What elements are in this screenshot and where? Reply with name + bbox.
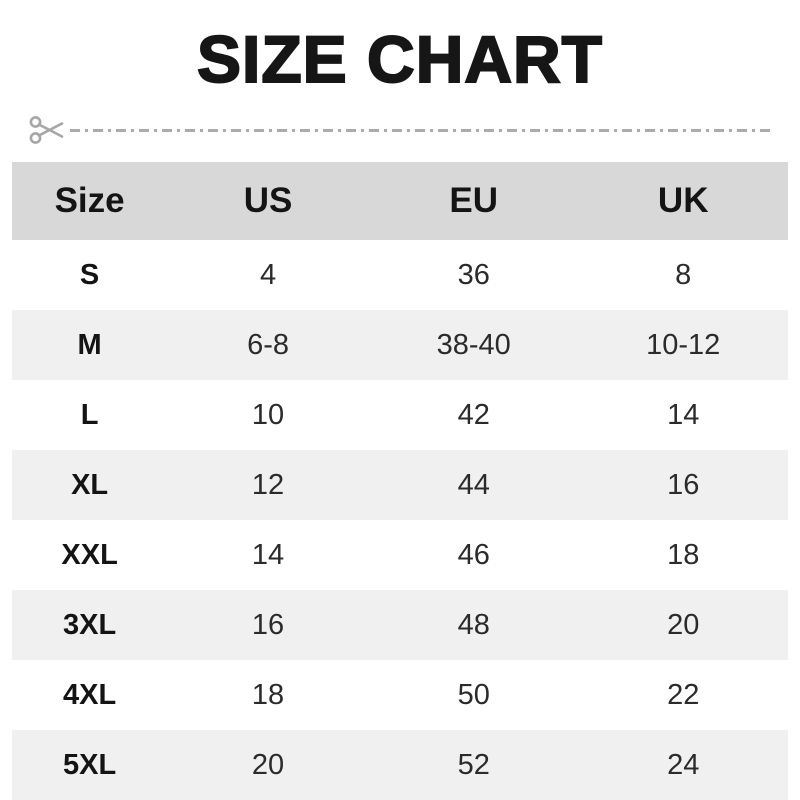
eu-value: 44 (457, 468, 490, 501)
size-label: M (77, 328, 102, 361)
header-uk: UK (657, 181, 709, 220)
us-value: 12 (251, 468, 285, 501)
header-size: Size (54, 181, 125, 220)
table-row: 5XL 20 52 24 (12, 730, 788, 800)
uk-value: 22 (667, 678, 700, 711)
table-row: L 10 42 14 (12, 380, 788, 450)
size-label: XXL (61, 538, 118, 571)
us-value: 18 (251, 678, 285, 711)
size-label: L (80, 398, 99, 431)
us-value: 6-8 (247, 328, 290, 361)
size-label: XL (71, 468, 109, 501)
size-conversion-table: Size US EU UK S 4 36 8 M 6-8 38-40 10-12… (12, 162, 788, 800)
uk-value: 16 (667, 468, 700, 501)
uk-value: 8 (675, 258, 692, 291)
uk-value: 18 (667, 538, 700, 571)
us-value: 14 (251, 538, 285, 571)
eu-value: 48 (457, 608, 490, 641)
eu-value: 52 (457, 748, 490, 781)
table-row: 4XL 18 50 22 (12, 660, 788, 730)
table-row: XXL 14 46 18 (12, 520, 788, 590)
table-row: S 4 36 8 (12, 240, 788, 310)
uk-value: 20 (667, 608, 700, 641)
table-row: M 6-8 38-40 10-12 (12, 310, 788, 380)
table-row: 3XL 16 48 20 (12, 590, 788, 660)
eu-value: 50 (457, 678, 490, 711)
cut-line (28, 110, 774, 150)
table-header-row: Size US EU UK (12, 162, 788, 240)
us-value: 10 (251, 398, 285, 431)
eu-value: 36 (457, 258, 490, 291)
size-label: 5XL (63, 748, 117, 781)
header-us: US (243, 181, 293, 220)
eu-value: 46 (457, 538, 490, 571)
uk-value: 10-12 (646, 328, 721, 361)
uk-value: 24 (667, 748, 700, 781)
uk-value: 14 (667, 398, 700, 431)
eu-value: 38-40 (436, 328, 511, 361)
us-value: 16 (251, 608, 285, 641)
header-eu: EU (449, 181, 498, 220)
us-value: 20 (251, 748, 285, 781)
dashed-cut-line (70, 128, 774, 132)
page-title: SIZE CHART (196, 22, 603, 96)
size-label: 3XL (63, 608, 117, 641)
table-row: XL 12 44 16 (12, 450, 788, 520)
size-label: S (79, 258, 100, 291)
eu-value: 42 (457, 398, 490, 431)
us-value: 4 (259, 258, 277, 291)
scissors-icon (29, 116, 64, 144)
size-label: 4XL (63, 678, 117, 711)
